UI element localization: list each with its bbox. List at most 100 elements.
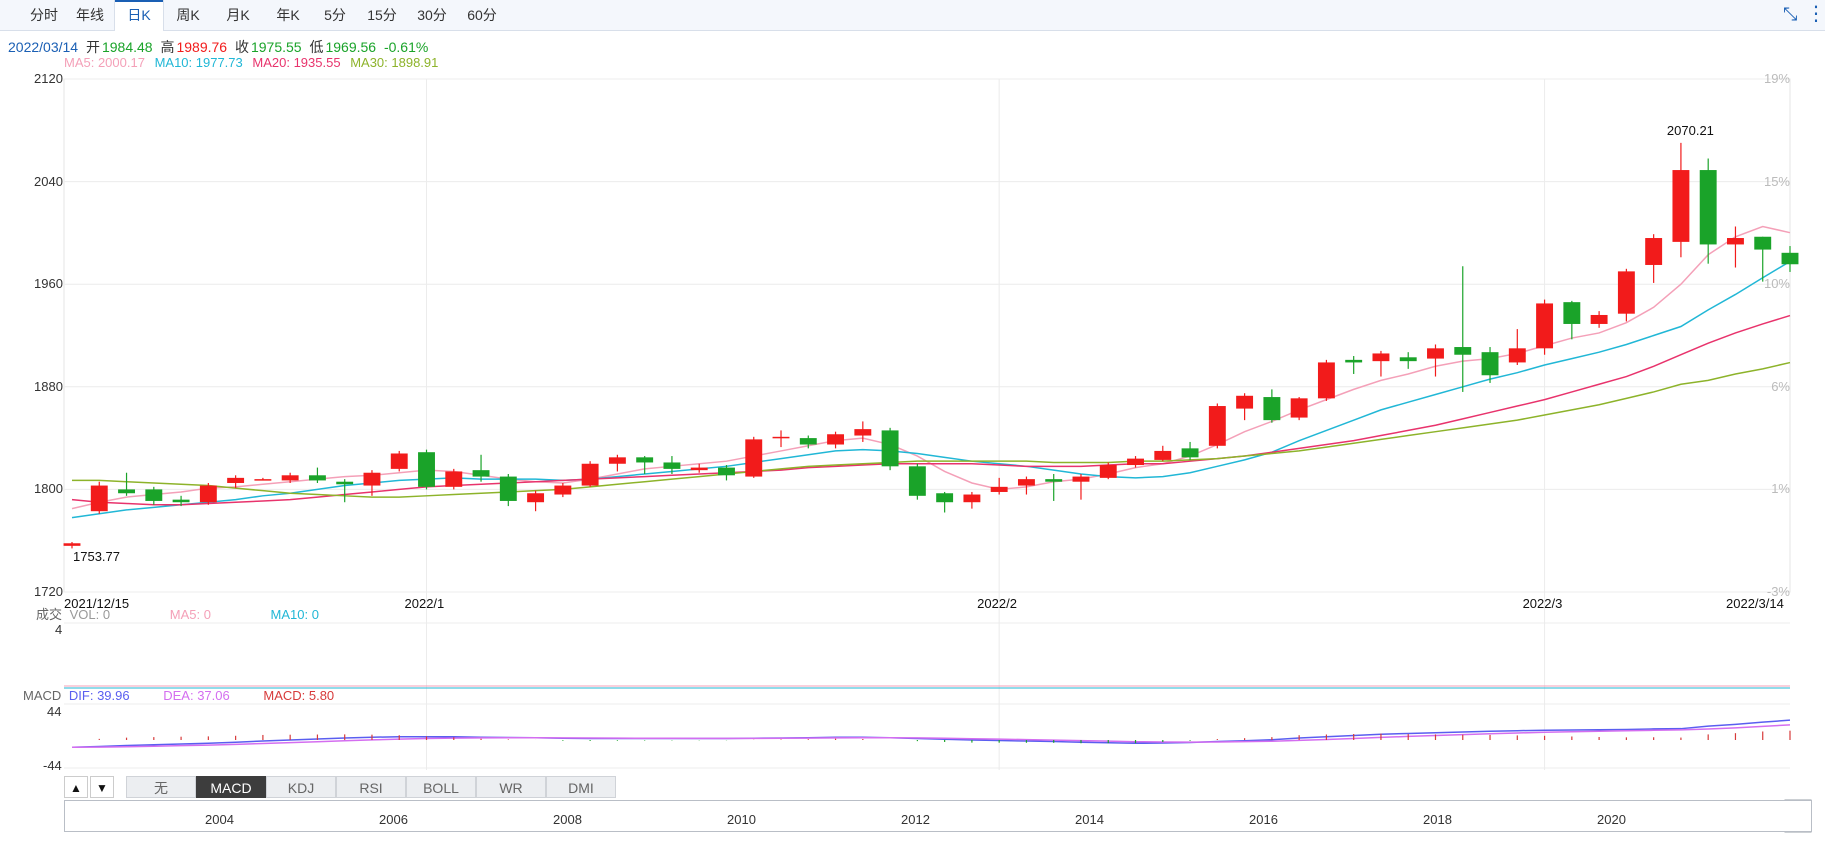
vol-ma5-label: MA5: 0 <box>169 607 211 622</box>
candle-up <box>1127 458 1144 466</box>
candle-down <box>1563 302 1581 324</box>
candle-down <box>1754 236 1772 250</box>
info-close: 1975.55 <box>250 39 302 55</box>
candle-down <box>936 493 954 503</box>
pct-tick-label: -3% <box>1766 584 1790 599</box>
candle-down <box>1781 252 1799 265</box>
scroll-down-button[interactable]: ▼ <box>90 776 114 798</box>
pct-tick-label: 15% <box>1763 173 1790 189</box>
pct-tick-label: 6% <box>1771 378 1790 394</box>
candle-up <box>963 494 981 503</box>
navigator-year-label: 2016 <box>1249 812 1278 827</box>
candle-up <box>1427 348 1444 359</box>
candle-up <box>90 485 108 512</box>
candle-down <box>472 470 490 477</box>
indicator-tab-6[interactable]: DMI <box>546 776 616 798</box>
volume-legend: 成交 VOL: 0 MA5: 0 MA10: 0 <box>36 604 319 623</box>
candle-down <box>881 430 899 467</box>
candle-up <box>227 477 245 483</box>
indicator-tab-3[interactable]: RSI <box>336 776 406 798</box>
tab-4[interactable]: 月K <box>226 7 250 23</box>
candle-up <box>581 463 599 486</box>
navigator-year-label: 2020 <box>1597 812 1626 827</box>
pct-tick-label: 10% <box>1763 276 1790 292</box>
candle-up <box>1099 465 1117 478</box>
candle-down <box>1399 357 1417 362</box>
candle-down <box>663 462 681 469</box>
candle-down <box>172 499 190 503</box>
macd-value-label: MACD: 5.80 <box>263 688 335 703</box>
x-tick-label: 2022/1 <box>404 596 445 611</box>
dea-label: DEA: 37.06 <box>163 688 230 703</box>
candle-up <box>1072 476 1090 482</box>
info-high-label: 高 <box>160 39 175 55</box>
x-tick-label: 2021/12/15 <box>64 596 130 611</box>
navigator-year-label: 2018 <box>1423 812 1452 827</box>
candle-up <box>1727 238 1744 245</box>
ma5-label: MA5: 2000.17 <box>64 55 145 70</box>
candle-down <box>145 489 163 501</box>
tab-2[interactable]: 日K <box>114 0 164 31</box>
candle-up <box>745 439 763 477</box>
candle-up <box>527 493 545 503</box>
indicator-tab-5[interactable]: WR <box>476 776 546 798</box>
y-tick-label: 1720 <box>34 584 63 599</box>
candle-down <box>1181 448 1199 458</box>
ma20-label: MA20: 1935.55 <box>252 55 341 70</box>
tab-1[interactable]: 年线 <box>76 7 104 23</box>
dea-line <box>71 724 1791 749</box>
candle-down <box>636 457 654 463</box>
tab-6[interactable]: 5分 <box>324 7 346 23</box>
candle-up <box>1508 348 1526 363</box>
candle-up <box>63 543 81 546</box>
ma5-line <box>71 225 1791 510</box>
candle-up <box>1290 398 1308 418</box>
candle-up <box>690 467 708 471</box>
tab-7[interactable]: 15分 <box>367 7 397 23</box>
candle-down <box>1345 359 1363 363</box>
candle-down <box>308 475 326 481</box>
macd-ytick-top: 44 <box>47 704 62 719</box>
range-navigator[interactable] <box>64 800 1812 832</box>
candle-up <box>990 486 1008 492</box>
macd-ytick-bottom: -44 <box>43 758 62 773</box>
y-tick-label: 1880 <box>34 378 63 394</box>
info-change: -0.61% <box>383 39 429 55</box>
navigator-year-label: 2010 <box>727 812 756 827</box>
max-price-label: 2070.21 <box>1666 123 1714 138</box>
min-price-label: 1753.77 <box>73 549 120 564</box>
ma-legend: MA5: 2000.17 MA10: 1977.73 MA20: 1935.55… <box>64 55 444 70</box>
candle-up <box>1317 362 1335 399</box>
candle-up <box>608 457 626 464</box>
macd-legend: MACD DIF: 39.96 DEA: 37.06 MACD: 5.80 <box>23 688 334 703</box>
x-tick-label: 2022/3/14 <box>1726 596 1784 611</box>
tab-5[interactable]: 年K <box>276 7 300 23</box>
indicator-tab-4[interactable]: BOLL <box>406 776 476 798</box>
candle-down <box>418 452 435 487</box>
indicator-tab-0[interactable]: 无 <box>126 776 196 798</box>
y-tick-label: 2040 <box>34 173 63 189</box>
tab-0[interactable]: 分时 <box>30 7 58 23</box>
indicator-tab-2[interactable]: KDJ <box>266 776 336 798</box>
scroll-up-button[interactable]: ▲ <box>64 776 88 798</box>
tab-8[interactable]: 30分 <box>417 7 447 23</box>
candle-up <box>772 436 790 439</box>
macd-section-label: MACD <box>23 688 62 703</box>
candle-down <box>1699 170 1717 245</box>
tab-3[interactable]: 周K <box>176 7 200 23</box>
vertical-dots-icon[interactable]: ⋮ <box>1806 3 1825 25</box>
candle-up <box>1672 170 1690 242</box>
volume-ytick: 4 <box>55 622 63 637</box>
candle-down <box>799 438 817 445</box>
volume-section-label: 成交 <box>36 607 63 622</box>
candle-up <box>854 429 872 436</box>
candle-up <box>1017 479 1035 486</box>
compress-icon[interactable]: ⤡ <box>1783 4 1798 24</box>
indicator-tab-1[interactable]: MACD <box>196 776 266 798</box>
candle-down <box>1481 352 1499 376</box>
info-close-label: 收 <box>234 39 249 55</box>
candle-up <box>1236 395 1254 409</box>
tab-9[interactable]: 60分 <box>467 7 497 23</box>
